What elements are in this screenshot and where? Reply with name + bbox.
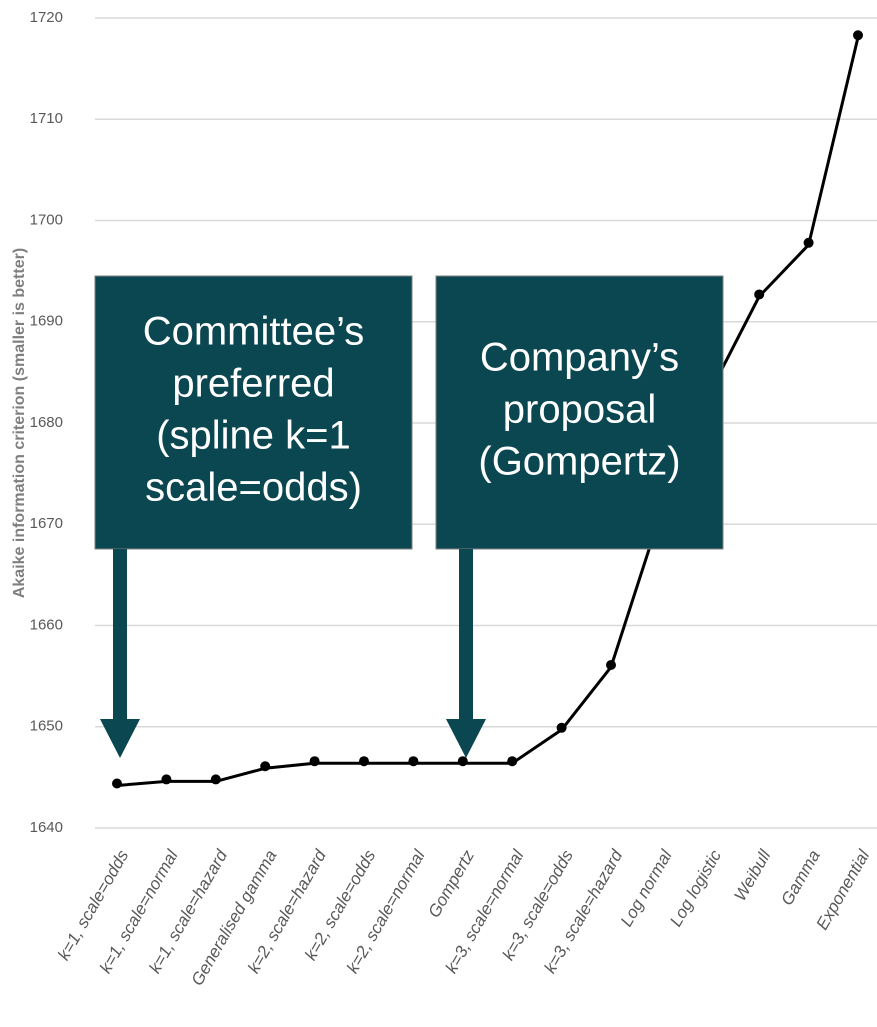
annotation-text: Committee’s [143, 310, 365, 354]
y-tick-label: 1660 [30, 616, 63, 633]
annotation-text: Company’s [480, 336, 679, 380]
y-tick-label: 1720 [30, 9, 63, 26]
arrow-head [446, 719, 486, 758]
x-tick-label: Weibull [730, 846, 775, 905]
x-tick-label: Log logistic [666, 846, 725, 930]
data-point [507, 756, 518, 767]
y-tick-label: 1680 [30, 414, 63, 431]
x-tick-label: Gamma [777, 847, 824, 909]
y-tick-label: 1690 [30, 313, 63, 330]
data-point [556, 722, 567, 733]
arrow-shaft [459, 549, 473, 719]
data-point [210, 774, 221, 785]
data-point [161, 774, 172, 785]
arrow-head [100, 719, 140, 758]
annotation-text: preferred [172, 362, 334, 406]
data-point [754, 289, 765, 300]
data-point [853, 30, 863, 41]
arrow-shaft [113, 549, 127, 719]
data-point [359, 756, 369, 767]
y-tick-label: 1700 [30, 211, 63, 228]
data-line [116, 36, 860, 787]
data-point [309, 756, 320, 767]
annotation-box [435, 275, 724, 550]
y-tick-label: 1670 [30, 515, 63, 532]
y-tick-label: 1650 [30, 718, 63, 735]
data-point [408, 756, 419, 767]
annotation-box [94, 275, 413, 550]
x-tick-label: Gompertz [424, 846, 478, 921]
annotation-text: scale=odds) [145, 466, 362, 510]
annotation-text: (spline k=1 [156, 414, 351, 458]
annotation-text: (Gompertz) [478, 440, 680, 484]
y-tick-label: 1640 [30, 819, 63, 836]
data-point [606, 660, 616, 671]
data-point [457, 756, 468, 767]
data-point [260, 761, 271, 772]
y-axis-label: Akaike information criterion (smaller is… [11, 248, 28, 598]
annotation-text: proposal [503, 388, 656, 432]
data-point [803, 237, 814, 248]
y-tick-label: 1710 [30, 110, 63, 127]
data-point [112, 778, 122, 789]
